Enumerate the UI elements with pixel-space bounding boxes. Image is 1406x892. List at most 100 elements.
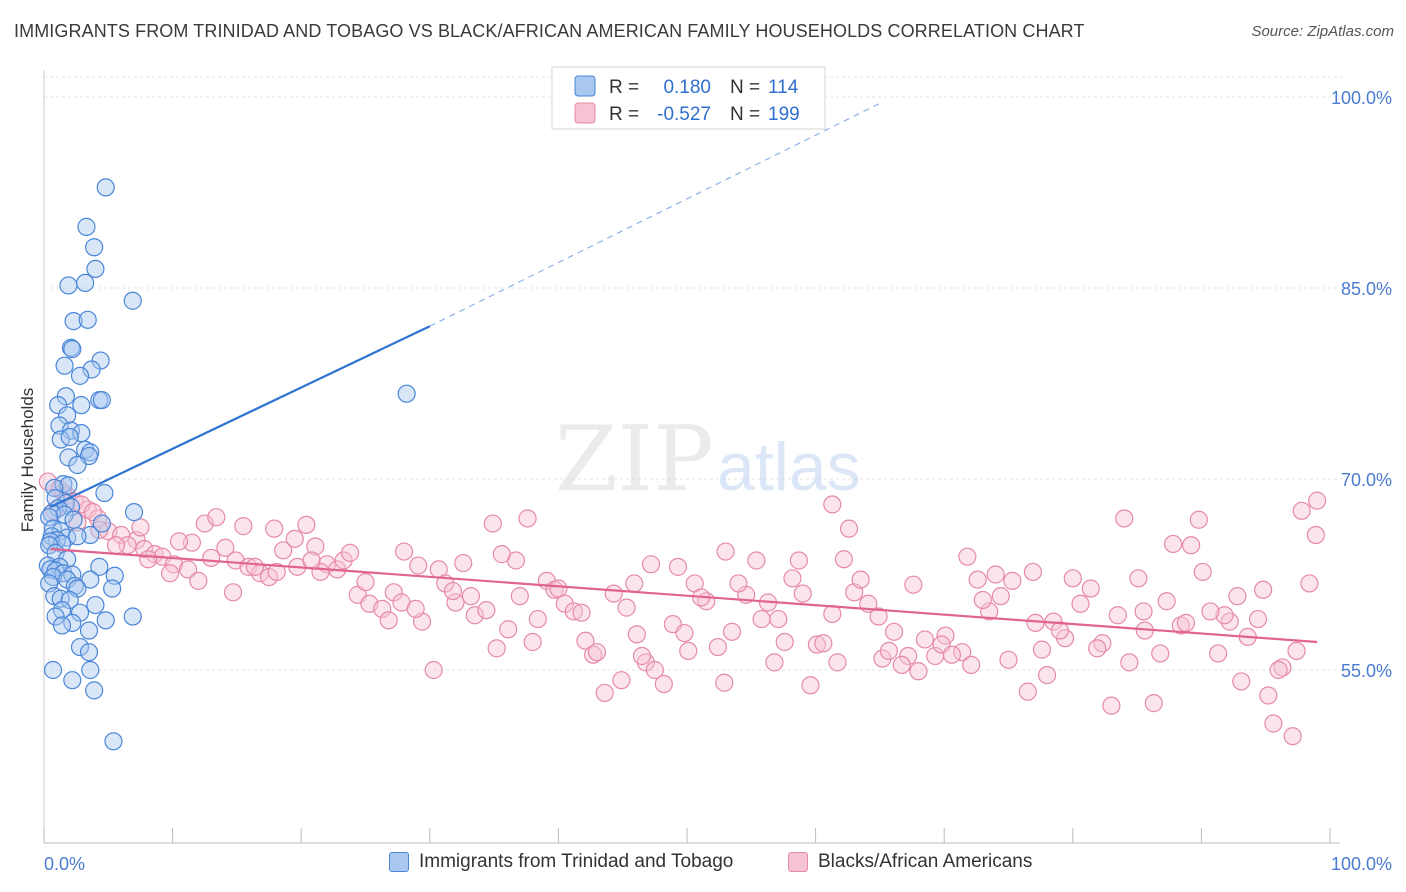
data-point-black [285, 529, 304, 548]
data-point-black [356, 573, 375, 592]
legend-n-label-2: N = [730, 104, 760, 125]
data-point-black [223, 583, 243, 602]
data-point-black [1151, 644, 1170, 663]
blue-points [38, 178, 416, 751]
data-point-black [823, 604, 842, 624]
data-point-black [1071, 594, 1090, 613]
swatch-blue [389, 852, 409, 872]
data-point-black [1063, 569, 1082, 588]
source-label: Source: ZipAtlas.com [1251, 23, 1394, 40]
data-point-black [1259, 686, 1278, 705]
data-point-trinidad [70, 366, 90, 385]
watermark: ZIP atlas [555, 407, 861, 512]
data-point-trinidad [85, 681, 104, 700]
data-point-trinidad [77, 217, 96, 236]
data-point-black [1164, 534, 1183, 554]
data-point-black [139, 550, 158, 569]
legend-n-label-1: N = [730, 77, 760, 98]
data-point-black [454, 553, 473, 573]
data-point-black [1018, 682, 1037, 701]
data-point-trinidad [68, 455, 87, 475]
data-point-black [834, 550, 853, 569]
data-point-black [1201, 602, 1220, 621]
data-point-black [1037, 665, 1057, 685]
legend-n-value-2: 199 [768, 104, 800, 125]
data-point-trinidad [82, 360, 101, 379]
data-point-trinidad [65, 576, 84, 596]
trend-line-trinidad [49, 325, 431, 509]
data-point-black [722, 622, 742, 641]
data-point-black [936, 626, 955, 645]
data-point-black [487, 639, 506, 658]
data-point-black [915, 630, 935, 649]
data-point-trinidad [81, 660, 100, 680]
y-tick-label: 55.0% [1341, 661, 1392, 681]
data-point-black [1171, 616, 1190, 635]
data-point-black [1300, 574, 1319, 593]
data-point-black [1026, 613, 1045, 632]
y-tick-label: 100.0% [1331, 88, 1392, 108]
data-point-black [1120, 653, 1139, 672]
data-point-black [523, 632, 542, 652]
data-point-black [909, 662, 928, 681]
data-point-black [1287, 641, 1306, 661]
data-point-trinidad [63, 671, 82, 690]
data-point-black [645, 660, 664, 680]
data-point-trinidad [92, 390, 111, 410]
data-point-black [612, 671, 631, 690]
data-point-black [477, 601, 496, 620]
x-tick-label-0: 0.0% [44, 854, 85, 874]
data-point-trinidad [86, 595, 105, 615]
data-point-trinidad [70, 637, 90, 657]
data-point-black [587, 643, 607, 662]
legend-r-value-2: -0.527 [657, 104, 711, 125]
data-point-black [823, 495, 842, 514]
data-point-trinidad [85, 238, 104, 257]
trend-lines [49, 102, 1318, 644]
y-tick-label: 85.0% [1341, 279, 1392, 299]
data-point-black [178, 560, 198, 579]
data-point-black [715, 673, 734, 692]
data-point-trinidad [63, 565, 82, 584]
data-point-black [675, 623, 694, 643]
data-point-black [769, 609, 788, 629]
trend-extension-trinidad [429, 102, 881, 327]
data-point-black [873, 649, 892, 668]
data-point-black [379, 611, 398, 630]
data-point-black [1264, 714, 1283, 733]
data-point-trinidad [76, 273, 95, 293]
data-point-black [973, 590, 992, 610]
data-point-black [999, 650, 1018, 669]
data-point-trinidad [86, 259, 105, 278]
data-point-trinidad [70, 603, 90, 622]
data-point-trinidad [78, 310, 97, 329]
legend-r-value-1: 0.180 [663, 77, 711, 98]
data-point-black [968, 570, 987, 589]
data-point-trinidad [50, 416, 69, 435]
data-point-black [267, 562, 286, 582]
data-point-black [747, 551, 766, 570]
data-point-trinidad [123, 607, 142, 626]
y-tick-labels: 55.0% 70.0% 85.0% 100.0% [1331, 88, 1392, 681]
data-point-black [892, 655, 911, 675]
data-point-black [775, 632, 794, 652]
data-point-black [409, 556, 428, 575]
data-point-black [518, 509, 537, 528]
legend-label-trinidad: Immigrants from Trinidad and Tobago [419, 851, 734, 872]
data-point-black [1115, 509, 1134, 528]
watermark-zip: ZIP [555, 407, 714, 512]
data-point-black [1308, 491, 1327, 510]
data-point-black [394, 542, 414, 561]
data-point-black [980, 602, 999, 621]
data-point-black [765, 653, 784, 672]
data-point-black [443, 581, 463, 601]
data-point-trinidad [59, 276, 78, 295]
data-point-black [195, 514, 214, 533]
data-point-black [1032, 640, 1052, 659]
data-point-black [483, 514, 502, 533]
data-point-black [595, 683, 614, 703]
data-point-black [302, 551, 321, 570]
data-point-black [708, 637, 727, 657]
data-point-trinidad [397, 384, 416, 403]
